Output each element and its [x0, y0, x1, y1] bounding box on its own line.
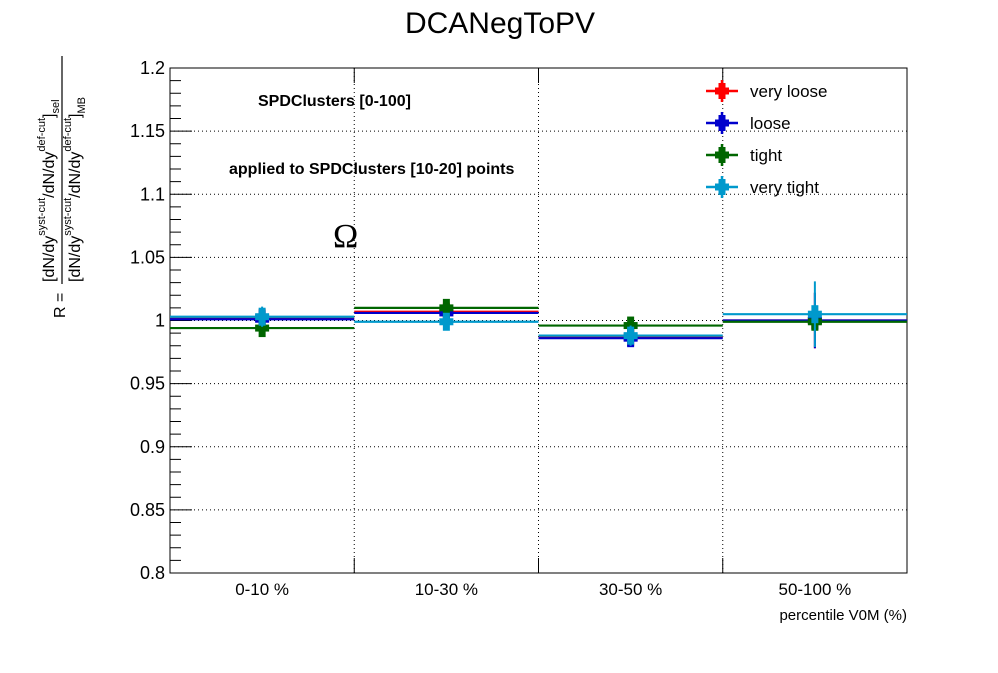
- y-num-part-4: def-cut: [36, 118, 48, 152]
- y-tick-label: 1.05: [130, 247, 165, 267]
- annotation-omega: Ω: [333, 218, 358, 255]
- y-label-prefix: R =: [52, 293, 69, 318]
- y-den-part-2: syst-cut: [62, 198, 74, 236]
- y-tick-label: 0.8: [140, 563, 165, 583]
- legend-entry: very tight: [706, 176, 819, 198]
- series-layer: [170, 281, 907, 349]
- y-tick-label: 1.15: [130, 121, 165, 141]
- y-den-part-1: [dN/dy: [67, 236, 84, 282]
- axes: 0.8 0.85 0.9 0.95 1 1.05 1.1 1.15 1.2 0-10 % 10-30…: [130, 58, 908, 599]
- x-category-label: 10-30 %: [415, 580, 478, 599]
- legend-entry: loose: [706, 112, 791, 134]
- y-den-part-3: /dN/dy: [67, 152, 84, 198]
- legend-label: very tight: [750, 178, 819, 197]
- series-very-tight: [170, 281, 907, 348]
- chart-title: DCANegToPV: [405, 7, 595, 40]
- legend-label: loose: [750, 114, 791, 133]
- x-category-label: 30-50 %: [599, 580, 662, 599]
- y-tick-label: 1: [155, 311, 165, 331]
- y-tick-label: 1.2: [140, 58, 165, 78]
- y-num-part-6: sel: [50, 99, 62, 113]
- annotation-spdclusters: SPDClusters [0-100]: [258, 93, 411, 110]
- y-den-part-4: def-cut: [62, 118, 74, 152]
- x-axis-label: percentile V0M (%): [779, 607, 907, 624]
- annotation-applied-to: applied to SPDClusters [10-20] points: [229, 161, 514, 178]
- legend-label: very loose: [750, 82, 827, 101]
- y-tick-label: 0.85: [130, 500, 165, 520]
- y-tick-label: 0.95: [130, 374, 165, 394]
- y-label-numerator: [dN/dysyst-cut/dN/dydef-cut]sel: [36, 99, 62, 282]
- legend-label: tight: [750, 146, 782, 165]
- y-axis-label: R = [dN/dysyst-cut/dN/dydef-cut]sel [dN/…: [36, 56, 88, 318]
- y-tick-label: 1.1: [140, 184, 165, 204]
- y-den-part-6: MB: [76, 97, 88, 114]
- x-category-label: 50-100 %: [778, 580, 851, 599]
- y-tick-label: 0.9: [140, 437, 165, 457]
- legend: very loose loose tight very tight: [706, 80, 827, 198]
- y-den-part-5: ]: [67, 114, 84, 118]
- x-category-label: 0-10 %: [235, 580, 289, 599]
- y-num-part-5: ]: [41, 114, 58, 118]
- y-label-denominator: [dN/dysyst-cut/dN/dydef-cut]MB: [62, 97, 88, 282]
- legend-entry: tight: [706, 144, 782, 166]
- legend-entry: very loose: [706, 80, 827, 102]
- y-num-part-3: /dN/dy: [41, 152, 58, 198]
- y-num-part-1: [dN/dy: [41, 236, 58, 282]
- y-num-part-2: syst-cut: [36, 198, 48, 236]
- grid: [170, 68, 907, 573]
